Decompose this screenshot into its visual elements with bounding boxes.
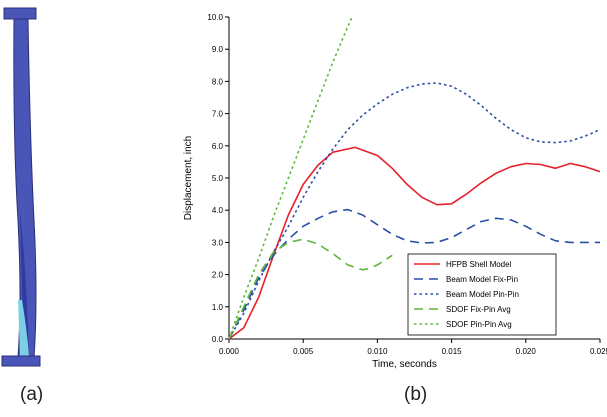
- x-tick-label: 0.020: [516, 347, 537, 356]
- panel-b-caption: (b): [404, 384, 428, 405]
- panel-a-caption: (a): [20, 384, 44, 405]
- chart-ticks: 0.0 1.0 2.0 3.0 4.0 5.0 6.0 7.0 8.0 9.0 10.0 0.000 0…: [207, 13, 607, 356]
- legend-label-beam-model-fix-pin: Beam Model Fix-Pin: [446, 275, 518, 284]
- series-line-hfpb-shell-model: [228, 146, 601, 340]
- y-tick-label: 0.0: [212, 335, 224, 344]
- series-line-beam-model-fix-pin: [228, 208, 600, 340]
- y-tick-label: 6.0: [212, 142, 224, 151]
- y-tick-label: 10.0: [207, 13, 223, 22]
- column-top-plate: [3, 7, 37, 20]
- y-axis-title: Displacement, inch: [183, 136, 194, 220]
- y-tick-label: 4.0: [212, 206, 224, 215]
- column-inner-face: [20, 210, 29, 356]
- displacement-chart: 0.0 1.0 2.0 3.0 4.0 5.0 6.0 7.0 8.0 9.0 10.0 0.000 0…: [183, 13, 607, 370]
- x-tick-label: 0.025: [590, 347, 607, 356]
- y-tick-label: 5.0: [212, 174, 224, 183]
- x-axis-title: Time, seconds: [372, 359, 437, 370]
- legend-label-sdof-pin-pin-avg: SDOF Pin-Pin Avg: [446, 320, 512, 329]
- chart-legend: HFPB Shell Model Beam Model Fix-Pin Beam M…: [407, 253, 557, 336]
- x-tick-label: 0.015: [442, 347, 463, 356]
- column-stress-highlight: [18, 300, 29, 356]
- legend-label-beam-model-pin-pin: Beam Model Pin-Pin: [446, 290, 519, 299]
- series-line-beam-model-pin-pin: [228, 82, 601, 340]
- x-tick-label: 0.005: [293, 347, 314, 356]
- column-model-illustration: [1, 7, 41, 367]
- y-tick-label: 1.0: [212, 303, 224, 312]
- legend-label-hfpb-shell-model: HFPB Shell Model: [446, 260, 512, 269]
- chart-series: [228, 16, 601, 340]
- legend-label-sdof-fix-pin-avg: SDOF Fix-Pin Avg: [446, 305, 511, 314]
- x-tick-label: 0.000: [219, 347, 240, 356]
- series-line-sdof-fix-pin-avg: [228, 238, 393, 340]
- y-tick-label: 2.0: [212, 271, 224, 280]
- y-tick-label: 9.0: [212, 45, 224, 54]
- column-bottom-plate: [1, 355, 41, 367]
- y-tick-label: 3.0: [212, 238, 224, 247]
- x-tick-label: 0.010: [367, 347, 388, 356]
- y-tick-label: 8.0: [212, 77, 224, 86]
- series-line-sdof-pin-pin-avg: [228, 16, 353, 340]
- y-tick-label: 7.0: [212, 110, 224, 119]
